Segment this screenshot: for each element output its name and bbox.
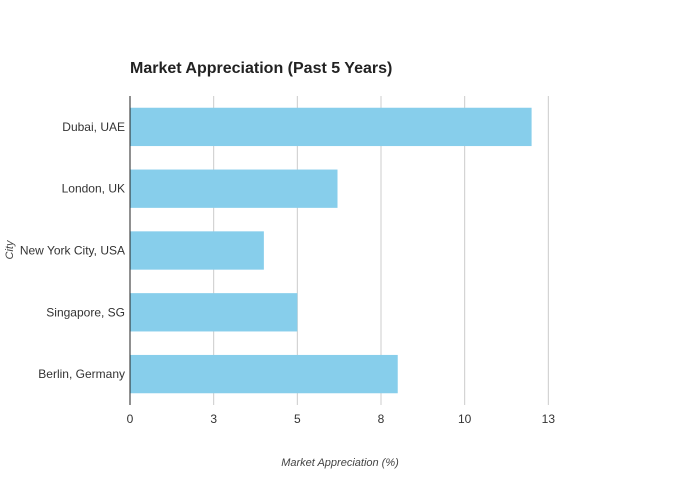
bar [130,169,338,208]
chart-title: Market Appreciation (Past 5 Years) [130,60,392,77]
y-tick-label: Dubai, UAE [62,120,125,134]
y-tick-label: New York City, USA [20,244,125,258]
x-tick-label: 0 [127,412,134,426]
bar [130,231,264,270]
y-tick-labels: Dubai, UAE London, UK New York City, USA Si… [20,120,125,381]
x-tick-label: 10 [458,412,472,426]
y-tick-label: Singapore, SG [46,305,125,319]
x-tick-label: 8 [378,412,385,426]
y-tick-label: London, UK [62,182,125,196]
x-axis-label: Market Appreciation (%) [281,457,399,469]
bar [130,107,532,147]
bar [130,354,398,394]
y-axis-label: City [4,239,16,259]
x-tick-labels: 0 3 5 8 10 13 [127,412,556,426]
y-tick-label: Berlin, Germany [38,367,125,381]
x-tick-label: 3 [210,412,217,426]
bars [130,107,532,394]
x-tick-label: 5 [294,412,301,426]
gridlines [213,96,549,405]
bar [130,293,298,332]
x-tick-label: 13 [542,412,556,426]
